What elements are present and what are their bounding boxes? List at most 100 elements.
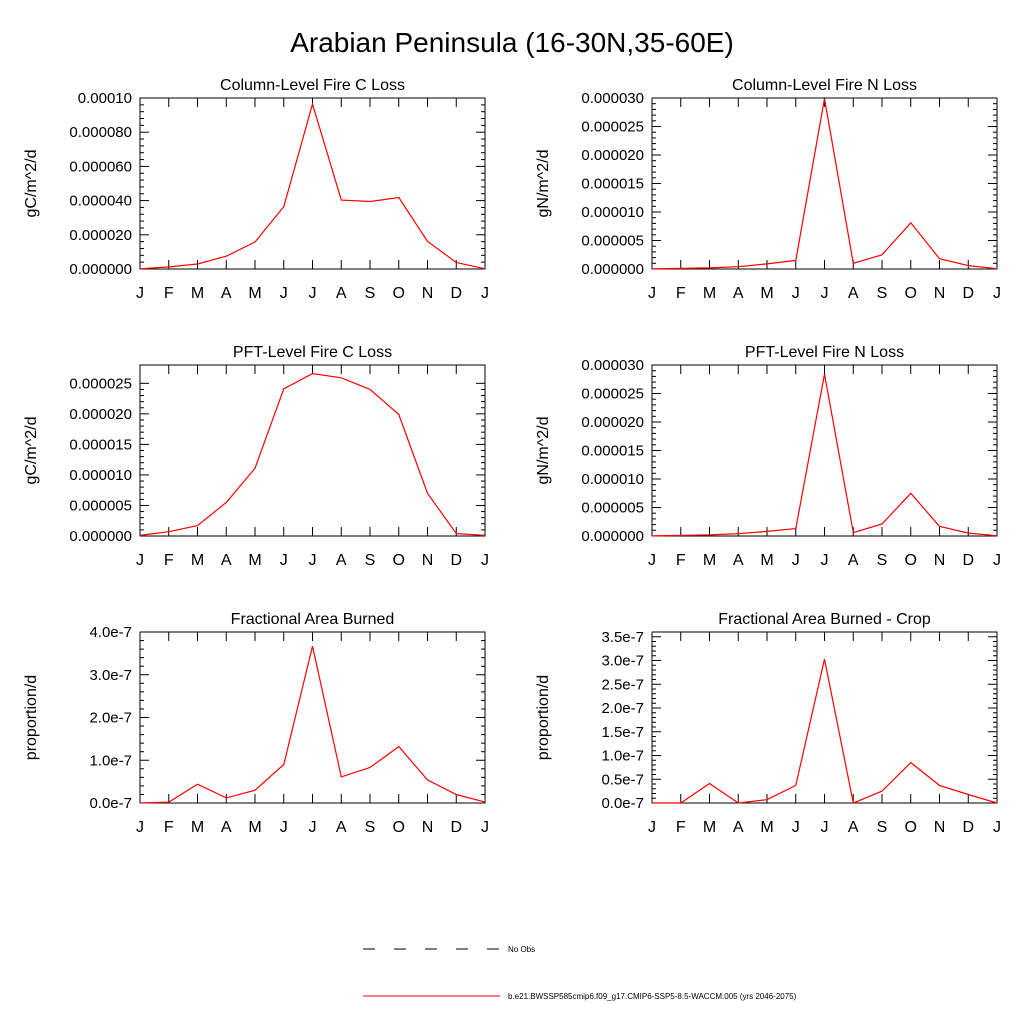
x-tick-label: N (422, 819, 434, 836)
x-tick-label: A (733, 285, 744, 302)
x-tick-label: D (962, 285, 974, 302)
x-tick-label: N (422, 285, 434, 302)
x-tick-label: J (648, 552, 656, 569)
series-line-1 (652, 658, 998, 804)
plot-frame (139, 364, 486, 537)
x-tick-label: J (481, 819, 489, 836)
y-tick-label: 3.5e-7 (601, 629, 644, 646)
chart-panel-3: PFT-Level Fire C Loss gC/m^2/d 0.000000 0.0… (23, 344, 489, 569)
x-tick-label: M (191, 285, 204, 302)
panel-title: Column-Level Fire C Loss (220, 77, 405, 94)
plot-frame (651, 364, 998, 537)
y-tick-label: 0.000000 (581, 261, 644, 278)
x-tick-label: J (136, 819, 144, 836)
x-tick-label: N (934, 819, 946, 836)
x-tick-label: J (792, 819, 800, 836)
y-tick-label: 0.000015 (581, 176, 644, 193)
series-line-1 (139, 372, 486, 536)
plot-frame (139, 631, 486, 804)
x-tick-label: A (336, 285, 347, 302)
chart-panel-5: Fractional Area Burned proportion/d 0.0e-7… (23, 611, 489, 836)
y-tick-label: 3.0e-7 (601, 653, 644, 670)
y-tick-label: 0.000020 (581, 414, 644, 431)
x-tick-label: J (993, 552, 1001, 569)
x-tick-label: O (905, 285, 917, 302)
x-tick-label: J (481, 552, 489, 569)
x-tick-label: M (248, 552, 261, 569)
x-tick-label: M (760, 819, 773, 836)
legend: No Obs b.e21.BWSSP585cmip6.f09_g17.CMIP6-… (363, 945, 797, 1001)
y-tick-label: 0.000000 (581, 528, 644, 545)
x-tick-label: O (905, 819, 917, 836)
legend-label-1: No Obs (508, 945, 535, 954)
x-tick-label: J (792, 285, 800, 302)
y-axis-label: gC/m^2/d (23, 150, 40, 218)
y-tick-label: 2.0e-7 (89, 710, 132, 727)
x-tick-label: F (676, 552, 686, 569)
y-tick-label: 1.5e-7 (601, 724, 644, 741)
x-tick-label: S (877, 285, 888, 302)
y-tick-label: 0.000015 (69, 436, 132, 453)
chart-panels: Column-Level Fire C Loss gC/m^2/d 0.000000… (23, 77, 1001, 836)
panel-title: PFT-Level Fire N Loss (745, 344, 904, 361)
x-tick-label: D (450, 552, 462, 569)
x-tick-label: F (164, 819, 174, 836)
x-tick-label: M (191, 552, 204, 569)
y-tick-label: 0.000080 (69, 124, 132, 141)
y-tick-label: 0.000005 (581, 233, 644, 250)
x-tick-label: M (703, 285, 716, 302)
x-tick-label: A (733, 552, 744, 569)
y-axis-label: proportion/d (535, 675, 552, 760)
series-line-1 (139, 101, 486, 270)
x-tick-label: N (422, 552, 434, 569)
x-tick-label: M (760, 552, 773, 569)
x-tick-label: S (877, 819, 888, 836)
x-tick-label: M (703, 552, 716, 569)
x-tick-label: M (703, 819, 716, 836)
x-tick-label: A (221, 552, 232, 569)
plot-frame (139, 97, 486, 270)
x-tick-label: M (248, 819, 261, 836)
x-tick-label: J (821, 552, 829, 569)
x-tick-label: J (280, 552, 288, 569)
x-tick-label: J (821, 285, 829, 302)
y-tick-label: 4.0e-7 (89, 624, 132, 641)
figure-title: Arabian Peninsula (16-30N,35-60E) (290, 27, 734, 58)
x-tick-label: A (848, 819, 859, 836)
x-tick-label: J (648, 285, 656, 302)
y-tick-label: 1.0e-7 (601, 748, 644, 765)
series-line-1 (651, 373, 998, 537)
chart-panel-2: Column-Level Fire N Loss gN/m^2/d 0.000000… (535, 77, 1001, 302)
y-tick-label: 0.000010 (581, 204, 644, 221)
x-tick-label: M (191, 819, 204, 836)
x-tick-label: A (848, 552, 859, 569)
y-axis-label: gN/m^2/d (535, 150, 552, 218)
x-tick-label: J (792, 552, 800, 569)
y-axis-label: gN/m^2/d (535, 417, 552, 485)
chart-panel-4: PFT-Level Fire N Loss gN/m^2/d 0.000000 0.0… (535, 344, 1001, 569)
y-tick-label: 0.000025 (581, 386, 644, 403)
x-tick-label: D (450, 819, 462, 836)
x-tick-label: O (393, 285, 405, 302)
x-tick-label: A (221, 819, 232, 836)
y-tick-label: 0.000020 (69, 406, 132, 423)
y-tick-label: 0.000000 (69, 528, 132, 545)
x-tick-label: S (877, 552, 888, 569)
x-tick-label: O (393, 819, 405, 836)
x-tick-label: D (962, 552, 974, 569)
chart-panel-1: Column-Level Fire C Loss gC/m^2/d 0.000000… (23, 77, 489, 302)
y-tick-label: 0.000010 (69, 467, 132, 484)
panel-title: Fractional Area Burned (231, 611, 395, 628)
x-tick-label: J (821, 819, 829, 836)
y-tick-label: 0.000015 (581, 443, 644, 460)
y-tick-label: 2.5e-7 (601, 676, 644, 693)
panel-title: PFT-Level Fire C Loss (233, 344, 392, 361)
y-tick-label: 0.000020 (69, 227, 132, 244)
x-tick-label: A (336, 552, 347, 569)
y-tick-label: 0.000060 (69, 158, 132, 175)
y-tick-label: 0.000005 (581, 500, 644, 517)
x-tick-label: J (280, 285, 288, 302)
x-tick-label: M (760, 285, 773, 302)
x-tick-label: J (136, 285, 144, 302)
